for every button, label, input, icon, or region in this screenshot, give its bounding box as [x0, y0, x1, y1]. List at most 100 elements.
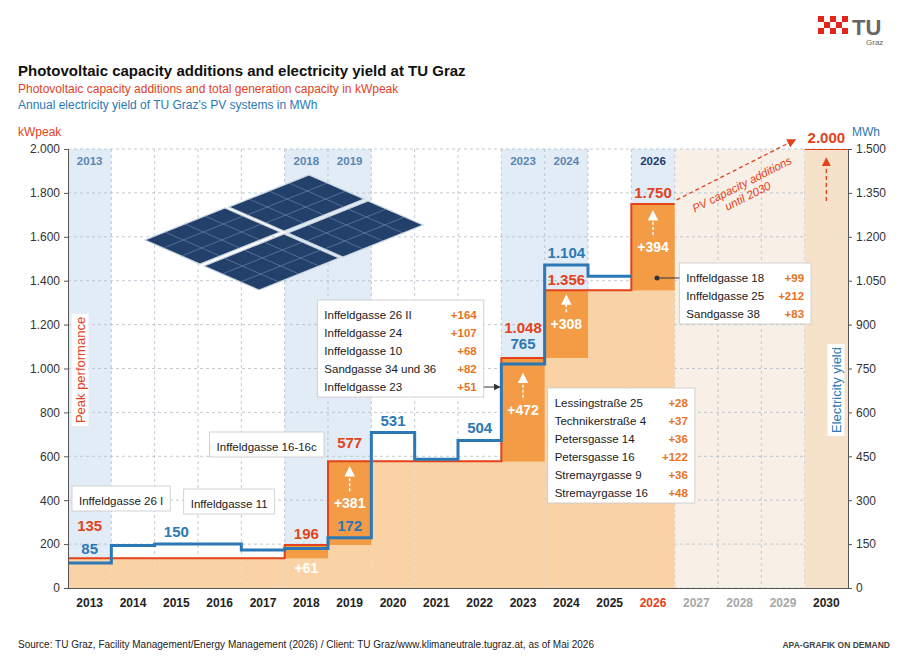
capacity-bar [111, 558, 154, 588]
callout-value: +212 [778, 290, 804, 302]
tick-label: 2028 [726, 596, 753, 610]
tick-label: 200 [40, 537, 60, 551]
callout-label: Stremayrgasse 9 [555, 469, 642, 481]
y2-axis-line [849, 150, 853, 589]
tick: 2019 [336, 588, 363, 610]
tick: 2024 [553, 588, 580, 610]
tick-mark [848, 369, 852, 370]
tick-label: 1.500 [856, 142, 886, 156]
addition-label: +472 [507, 402, 539, 418]
tick-label: 450 [856, 450, 876, 464]
callout-value: +107 [451, 327, 477, 339]
tick-label: 2015 [163, 596, 190, 610]
column-label: 2024 [554, 155, 580, 167]
tick-label: 2016 [206, 596, 233, 610]
legend-entry: Annual electricity yield of TU Graz's PV… [18, 98, 318, 112]
callout-value: +82 [457, 363, 477, 375]
tick: 1.600 [30, 230, 68, 244]
tick: 2020 [380, 588, 407, 610]
grid-line-vertical [198, 149, 199, 588]
tick-label: 800 [40, 406, 60, 420]
source: Source: TU Graz, Facility Management/Ene… [18, 639, 594, 650]
addition-label: +61 [294, 560, 318, 576]
callout-value: +51 [457, 381, 477, 393]
callout-label: Sandgasse 34 und 36 [324, 363, 436, 375]
tick: 1.400 [30, 274, 68, 288]
callout-value: +83 [785, 308, 805, 320]
column-label: 2018 [294, 155, 320, 167]
callout-label: Sandgasse 38 [686, 308, 760, 320]
capacity-label: 135 [77, 517, 102, 534]
tick-label: 2017 [250, 596, 277, 610]
tick: 2013 [76, 588, 103, 610]
column-highlight [501, 149, 544, 588]
tick: 2029 [770, 588, 797, 610]
tick: 1.050 [848, 274, 886, 288]
tick-label: 2014 [120, 596, 147, 610]
tick-label: 0 [856, 581, 863, 595]
callout: Inffeldgasse 16-16c [210, 432, 324, 457]
tick-label: 900 [856, 318, 876, 332]
yield-label: 504 [467, 419, 493, 436]
y2-unit: MWh [852, 125, 880, 139]
x-axis-line [69, 588, 849, 589]
grid-line-vertical [111, 149, 112, 588]
yield-label: 765 [510, 335, 535, 352]
tick: 450 [848, 450, 876, 464]
tick-label: 400 [40, 494, 60, 508]
tick-label: 600 [40, 450, 60, 464]
capacity-label: 577 [337, 434, 362, 451]
tick: 2017 [250, 588, 277, 610]
forecast-line: until 2030 [723, 179, 773, 213]
tick-label: 2030 [813, 596, 840, 610]
tick-mark [848, 193, 852, 194]
title: Photovoltaic capacity additions and elec… [18, 62, 466, 79]
tick: 2016 [206, 588, 233, 610]
capacity-bar [371, 461, 414, 588]
tick-mark [848, 544, 852, 545]
addition-bar [328, 461, 371, 545]
callout-label: Inffeldgasse 26 I [79, 495, 163, 507]
background [68, 149, 848, 588]
tick-mark [848, 500, 852, 501]
callout-value: +36 [668, 469, 688, 481]
addition-arrow [522, 375, 524, 398]
tick: 2015 [163, 588, 190, 610]
legend-entry: Photovoltaic capacity additions and tota… [18, 82, 399, 96]
tick-mark [848, 281, 852, 282]
yield-label: 172 [337, 517, 362, 534]
tick: 1.500 [848, 142, 886, 156]
tick-mark [64, 193, 68, 194]
tick-mark [64, 369, 68, 370]
tick: 2028 [726, 588, 753, 610]
yield-label: 85 [81, 540, 98, 557]
callout: Inffeldgasse 11 [184, 489, 275, 514]
callout-label: Stremayrgasse 16 [555, 487, 648, 499]
forecast-arrow-2030 [826, 159, 827, 201]
panel [288, 201, 423, 257]
callout-box [679, 263, 811, 324]
yield-label: 531 [380, 412, 405, 429]
y2-title-bg [828, 344, 845, 436]
callout-box [210, 432, 324, 457]
callout-value: +122 [662, 451, 688, 463]
tick: 1.800 [30, 186, 68, 200]
callout-label: Inffeldgasse 18 [686, 272, 764, 284]
column-highlight [631, 149, 674, 588]
tick-mark [848, 588, 852, 589]
tick: 1.200 [848, 230, 886, 244]
tick-label: 2025 [596, 596, 623, 610]
capacity-bar [155, 558, 198, 588]
callout-label: Petersgasse 16 [555, 451, 635, 463]
tick-label: 0 [53, 581, 60, 595]
callout-label: Inffeldgasse 25 [686, 290, 764, 302]
capacity-label: 2.000 [808, 129, 846, 146]
tick-mark [64, 588, 68, 589]
tick-label: 2020 [380, 596, 407, 610]
logo-square [842, 28, 848, 34]
tick: 900 [848, 318, 876, 332]
callout-value: +37 [668, 415, 688, 427]
y-title-bg [72, 314, 89, 426]
y-axis-line [64, 150, 69, 589]
tick-label: 1.600 [30, 230, 60, 244]
